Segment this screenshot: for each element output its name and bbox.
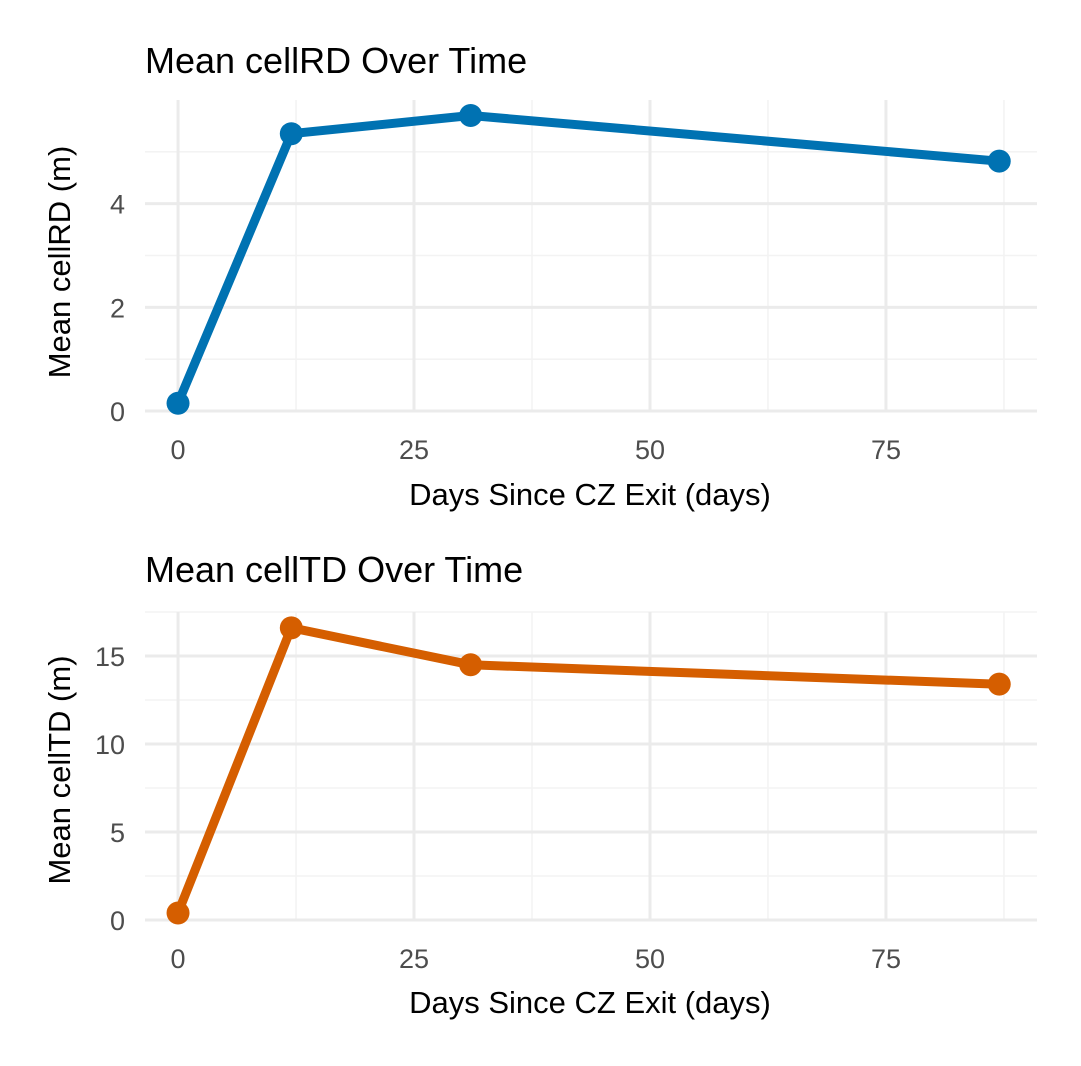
x-tick-label: 25	[399, 435, 429, 465]
x-tick-label: 50	[635, 435, 665, 465]
x-axis-title-td: Days Since CZ Exit (days)	[409, 985, 771, 1020]
chart-title-rd: Mean cellRD Over Time	[145, 40, 527, 81]
x-tick-label: 25	[399, 944, 429, 974]
panel-celllrd: Mean cellRD Over Time 0 25 50 75 0 2 4 Days S…	[42, 40, 1037, 512]
series-line-rd	[173, 111, 1004, 408]
chart-title-td: Mean cellTD Over Time	[145, 549, 523, 590]
data-point-rd	[166, 391, 190, 415]
y-ticks-td: 0 5 10 15	[95, 642, 125, 936]
data-point-rd	[279, 122, 303, 146]
data-point-td	[987, 672, 1011, 696]
y-tick-label: 10	[95, 730, 125, 760]
x-tick-label: 75	[871, 435, 901, 465]
x-axis-title-rd: Days Since CZ Exit (days)	[409, 477, 771, 512]
y-tick-label: 2	[110, 293, 125, 323]
series-line-td	[173, 623, 1004, 918]
grid-td	[145, 611, 1037, 922]
y-axis-title-td: Mean cellTD (m)	[42, 655, 77, 884]
y-ticks-rd: 0 2 4	[110, 190, 125, 427]
data-point-td	[279, 616, 303, 640]
y-tick-label: 4	[110, 190, 125, 220]
data-point-td	[459, 653, 483, 677]
y-tick-label: 5	[110, 818, 125, 848]
data-point-td	[166, 901, 190, 925]
x-tick-label: 75	[871, 944, 901, 974]
y-tick-label: 0	[110, 397, 125, 427]
y-tick-label: 0	[110, 906, 125, 936]
series-rd	[166, 104, 1011, 415]
panel-celltd: Mean cellTD Over Time 0 25 50 75 0 5 10 15 Day…	[42, 549, 1037, 1020]
data-point-rd	[459, 104, 483, 128]
x-tick-label: 0	[171, 944, 186, 974]
x-tick-label: 0	[171, 435, 186, 465]
y-tick-label: 15	[95, 642, 125, 672]
x-ticks-rd: 0 25 50 75	[171, 435, 901, 465]
data-point-rd	[987, 149, 1011, 173]
y-axis-title-rd: Mean cellRD (m)	[42, 146, 77, 379]
x-tick-label: 50	[635, 944, 665, 974]
grid-rd	[145, 100, 1037, 413]
x-ticks-td: 0 25 50 75	[171, 944, 901, 974]
series-td	[166, 616, 1011, 925]
